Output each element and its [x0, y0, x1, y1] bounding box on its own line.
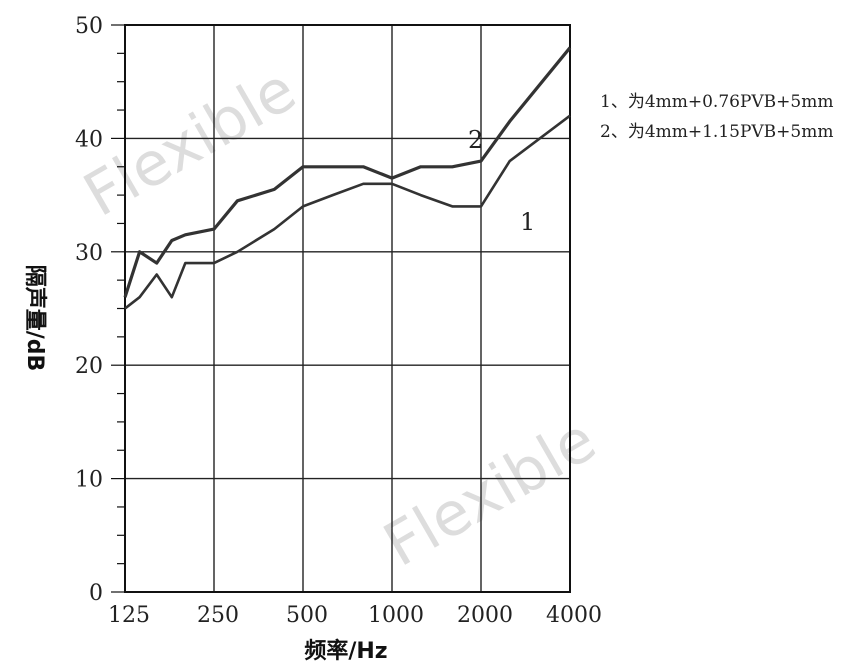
- watermark-text: Flexible: [373, 405, 608, 581]
- grid-lines: [125, 25, 570, 592]
- x-tick-label: 250: [197, 603, 239, 628]
- x-axis-label: 频率/Hz: [304, 638, 387, 664]
- legend-entry-2: 2、为4mm+1.15PVB+5mm: [600, 122, 833, 142]
- x-tick-label: 2000: [457, 603, 513, 628]
- series-lines: [123, 46, 572, 310]
- y-tick-label: 30: [75, 241, 103, 266]
- x-tick-labels: 125 250 500 1000 2000 4000: [108, 603, 602, 628]
- x-tick-label: 1000: [368, 603, 424, 628]
- y-tick-labels: 0 10 20 30 40 50: [75, 14, 103, 606]
- watermarks: Flexible Flexible: [73, 55, 608, 581]
- x-tick-label: 4000: [546, 603, 602, 628]
- y-tick-label: 10: [75, 468, 103, 493]
- y-tick-label: 40: [75, 127, 103, 152]
- y-axis-label: 隔声量/dB: [22, 265, 47, 372]
- x-tick-label: 500: [286, 603, 328, 628]
- watermark-text: Flexible: [73, 55, 308, 231]
- series-label-2: 2: [468, 126, 483, 154]
- x-tick-label: 125: [108, 603, 150, 628]
- legend-entry-1: 1、为4mm+0.76PVB+5mm: [600, 92, 833, 112]
- series-line-2: [123, 46, 572, 298]
- y-tick-label: 0: [89, 581, 103, 606]
- y-tick-label: 50: [75, 14, 103, 39]
- series-line-1: [124, 114, 571, 310]
- series-labels: 12: [468, 126, 535, 236]
- y-tick-label: 20: [75, 354, 103, 379]
- series-label-1: 1: [520, 208, 535, 236]
